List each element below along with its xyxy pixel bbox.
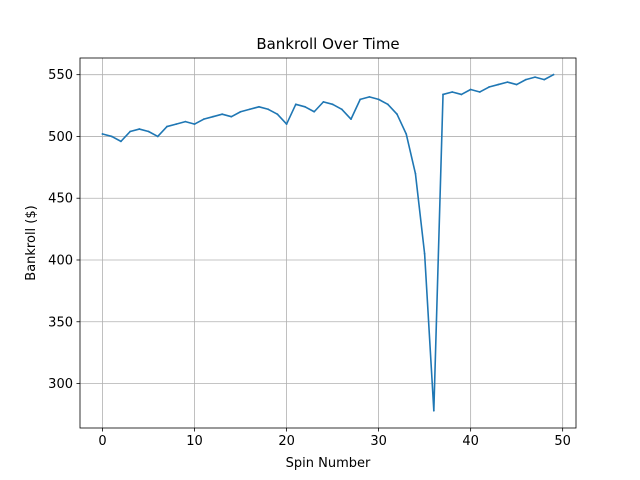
- data-point: [239, 110, 242, 113]
- y-tick-label: 450: [48, 192, 73, 207]
- data-point: [331, 103, 334, 106]
- data-point: [386, 103, 389, 106]
- data-point: [414, 172, 417, 175]
- data-point: [405, 133, 408, 135]
- bankroll-series-line: [101, 73, 555, 412]
- data-point: [221, 113, 224, 116]
- x-tick-label: 20: [278, 434, 295, 449]
- data-point: [175, 123, 178, 125]
- data-point: [497, 83, 500, 86]
- data-point: [285, 123, 288, 125]
- x-tick-label: 0: [98, 434, 106, 449]
- data-point: [193, 123, 196, 125]
- data-point: [202, 118, 205, 121]
- y-tick-label: 500: [48, 130, 73, 145]
- data-point: [340, 108, 343, 111]
- ticks: 0 10 20 30 40 50 300 350 400 450 500 550: [48, 68, 571, 449]
- data-point: [460, 93, 463, 96]
- data-point: [120, 140, 122, 143]
- axes-frame: [79, 57, 577, 429]
- data-point: [230, 115, 233, 118]
- y-tick-label: 300: [48, 377, 73, 392]
- data-point: [396, 113, 398, 116]
- x-tick-label: 50: [554, 434, 571, 449]
- data-point: [313, 110, 316, 113]
- data-point: [294, 103, 297, 106]
- x-tick-label: 10: [186, 434, 203, 449]
- data-point: [359, 98, 362, 101]
- data-point: [377, 98, 380, 101]
- x-tick-label: 30: [370, 434, 387, 449]
- data-point: [442, 93, 444, 96]
- data-point: [524, 78, 527, 81]
- data-point: [469, 88, 472, 91]
- data-point: [147, 130, 150, 133]
- data-point: [184, 120, 187, 123]
- data-point: [423, 252, 426, 255]
- chart-title: Bankroll Over Time: [256, 35, 399, 53]
- plot-data: [101, 73, 555, 412]
- data-point: [166, 125, 168, 128]
- y-tick-label: 400: [48, 253, 73, 268]
- grid: [80, 58, 576, 428]
- data-point: [304, 105, 306, 108]
- data-point: [350, 118, 352, 121]
- data-point: [478, 91, 481, 93]
- data-point: [258, 105, 260, 108]
- data-point: [129, 130, 132, 133]
- data-point: [506, 81, 509, 83]
- data-point: [543, 78, 546, 81]
- data-point: [110, 135, 113, 138]
- data-point: [322, 100, 325, 103]
- data-point: [515, 83, 518, 86]
- data-point: [276, 113, 279, 116]
- data-point: [451, 91, 454, 93]
- data-point: [432, 409, 435, 412]
- data-point: [138, 128, 141, 130]
- data-point: [552, 73, 555, 76]
- data-point: [368, 96, 371, 98]
- x-axis-label: Spin Number: [286, 456, 371, 471]
- y-tick-label: 350: [48, 315, 73, 330]
- data-point: [488, 86, 490, 88]
- data-point: [212, 115, 214, 118]
- data-point: [534, 76, 536, 79]
- y-tick-label: 550: [48, 68, 73, 83]
- y-axis-label: Bankroll ($): [24, 205, 39, 280]
- x-tick-label: 40: [462, 434, 479, 449]
- data-point: [156, 135, 159, 138]
- data-point: [101, 133, 104, 135]
- data-point: [248, 108, 251, 111]
- data-point: [267, 108, 270, 111]
